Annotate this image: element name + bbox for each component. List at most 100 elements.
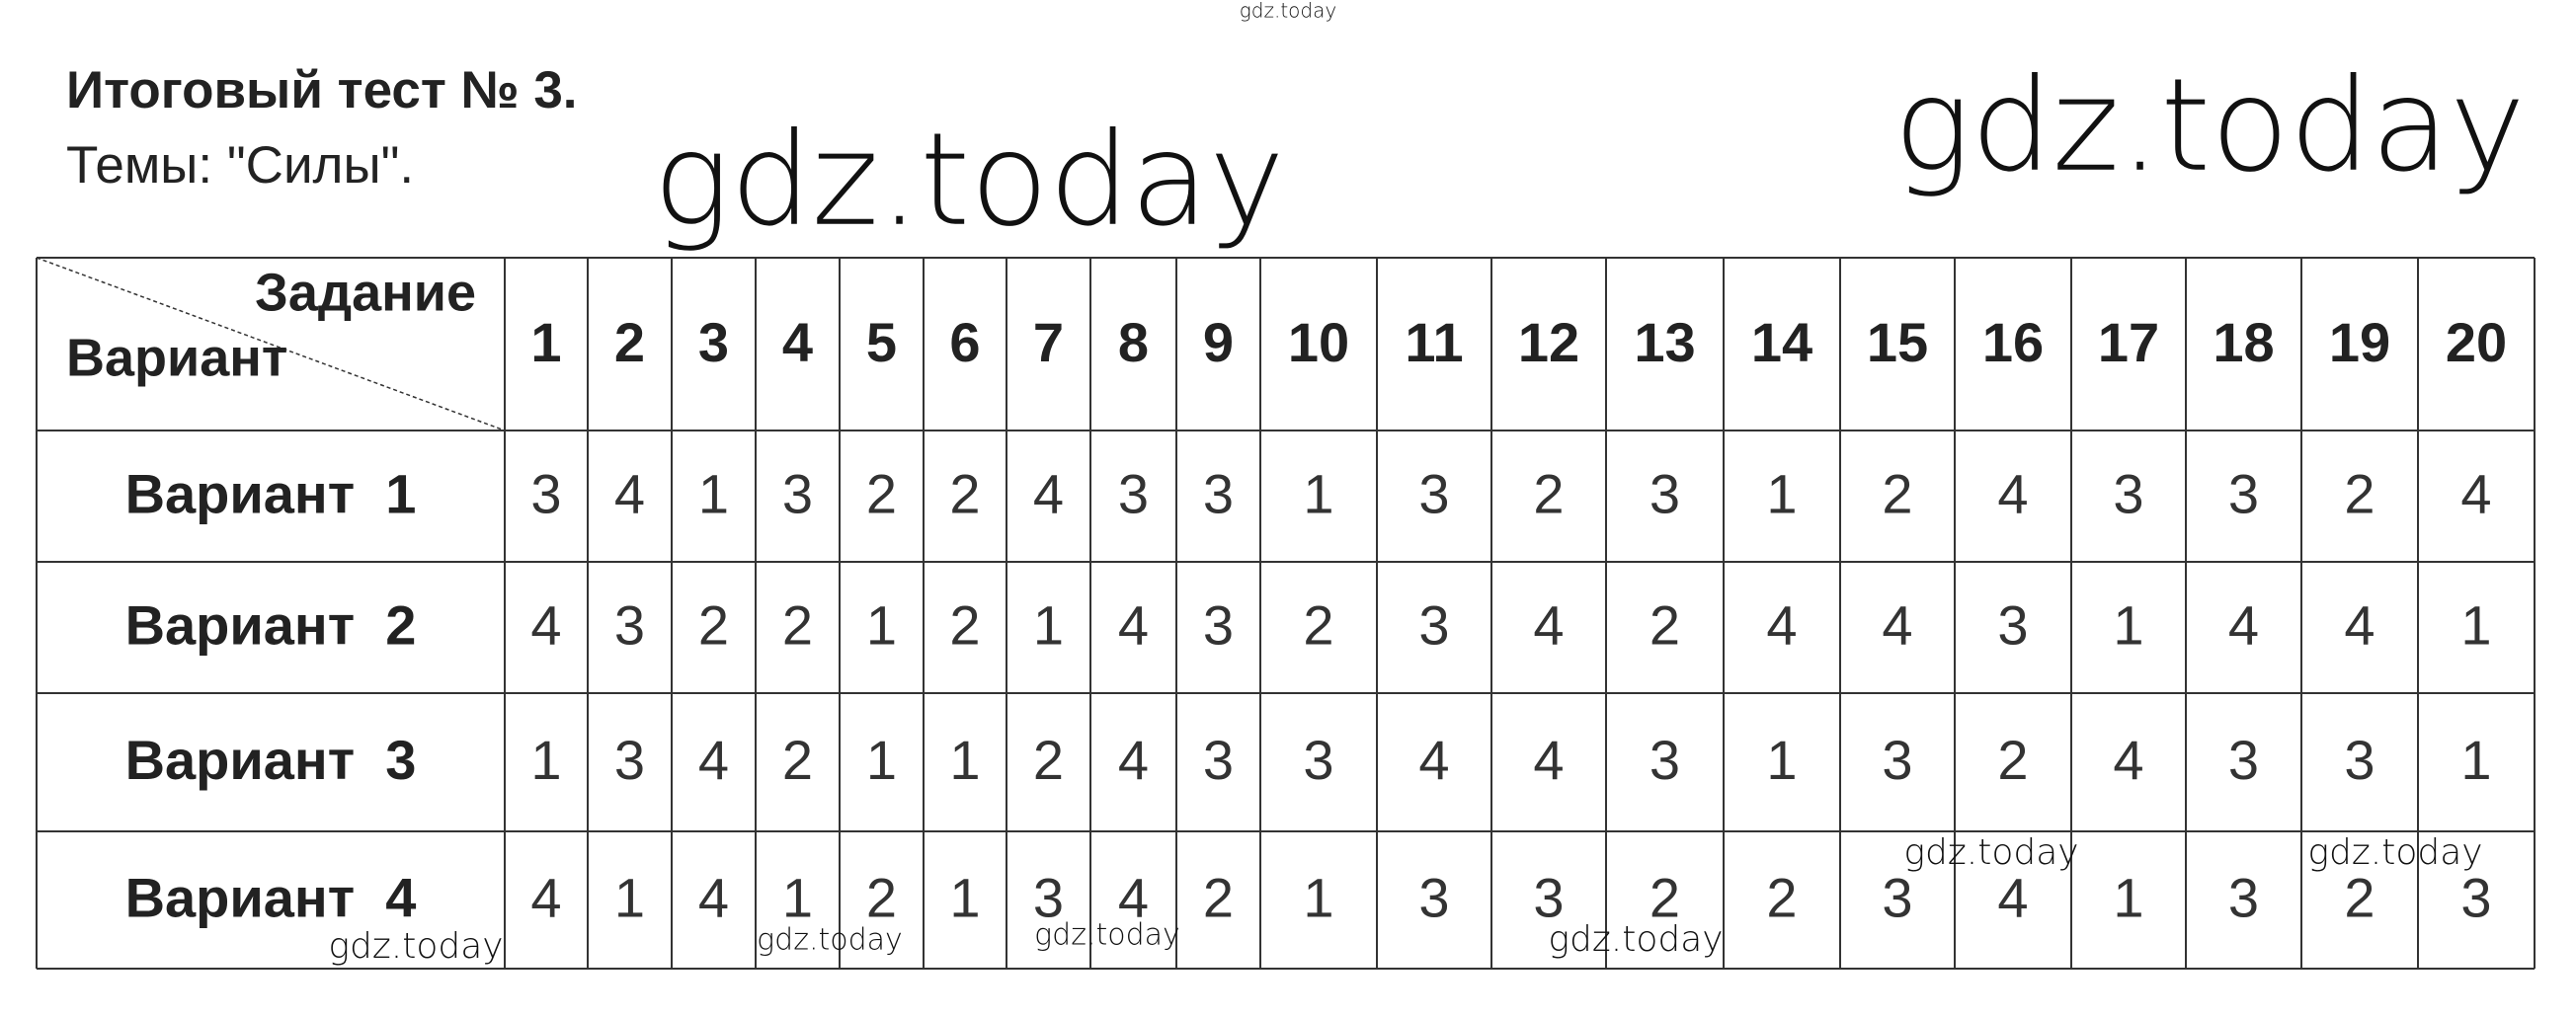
cell-value: 3: [1650, 462, 1680, 524]
cell-value: 1: [782, 866, 813, 928]
cell-value: 4: [2228, 593, 2259, 656]
cell-value: 4: [2460, 462, 2491, 524]
cell-value: 4: [1033, 462, 1064, 524]
column-header: 7: [1033, 311, 1064, 373]
cell-value: 2: [1882, 462, 1912, 524]
cell-value: 4: [1118, 593, 1149, 656]
cell-value: 3: [1882, 729, 1912, 791]
cell-value: 1: [866, 729, 897, 791]
cell-value: 2: [1650, 866, 1680, 928]
cell-value: 2: [2344, 866, 2375, 928]
row-label: Вариант 4: [125, 866, 417, 928]
cell-value: 3: [1203, 593, 1234, 656]
cell-value: 3: [1997, 593, 2028, 656]
cell-value: 1: [1766, 729, 1797, 791]
cell-value: 2: [1203, 866, 1234, 928]
cell-value: 1: [2460, 729, 2491, 791]
corner-diagonal: [36, 257, 506, 431]
watermark: gdz.today: [328, 926, 503, 967]
column-header: 4: [782, 311, 813, 373]
cell-value: 1: [2460, 593, 2491, 656]
cell-value: 4: [1418, 729, 1449, 791]
cell-value: 2: [782, 593, 813, 656]
cell-value: 3: [1533, 866, 1564, 928]
cell-value: 4: [698, 729, 729, 791]
watermark: gdz.today: [653, 105, 1285, 255]
cell-value: 2: [1650, 593, 1680, 656]
cell-value: 2: [866, 462, 897, 524]
cell-value: 1: [1033, 593, 1064, 656]
cell-value: 2: [1766, 866, 1797, 928]
column-header: 9: [1203, 311, 1234, 373]
cell-value: 3: [2460, 866, 2491, 928]
cell-value: 3: [530, 462, 561, 524]
cell-value: 3: [1118, 462, 1149, 524]
cell-value: 3: [614, 593, 645, 656]
cell-value: 4: [1118, 729, 1149, 791]
cell-value: 1: [2113, 593, 2143, 656]
cell-value: 1: [2113, 866, 2143, 928]
cell-value: 3: [2228, 729, 2259, 791]
column-header: 17: [2098, 311, 2159, 373]
column-header: 1: [530, 311, 561, 373]
cell-value: 4: [530, 593, 561, 656]
cell-value: 3: [1303, 729, 1333, 791]
watermark: gdz.today: [1034, 918, 1180, 953]
cell-value: 2: [1303, 593, 1333, 656]
cell-value: 3: [1650, 729, 1680, 791]
cell-value: 3: [1203, 729, 1234, 791]
cell-value: 4: [614, 462, 645, 524]
cell-value: 3: [1033, 866, 1064, 928]
cell-value: 1: [530, 729, 561, 791]
cell-value: 1: [1766, 462, 1797, 524]
column-header: 8: [1118, 311, 1149, 373]
column-header: 3: [698, 311, 729, 373]
cell-value: 1: [698, 462, 729, 524]
watermark: gdz.today: [757, 923, 903, 958]
cell-value: 4: [530, 866, 561, 928]
watermark: gdz.today: [1548, 919, 1723, 960]
cell-value: 2: [782, 729, 813, 791]
cell-value: 3: [1418, 593, 1449, 656]
column-header: 16: [1982, 311, 2044, 373]
cell-value: 1: [949, 866, 980, 928]
cell-value: 4: [1997, 462, 2028, 524]
corner-top: Задание: [255, 263, 476, 322]
corner-bottom: Вариант: [66, 328, 287, 387]
watermark: gdz.today: [2307, 832, 2482, 873]
column-header: 11: [1405, 311, 1463, 373]
column-header: 5: [866, 311, 897, 373]
column-header: 18: [2213, 311, 2274, 373]
cell-value: 3: [2113, 462, 2143, 524]
column-header: 2: [614, 311, 645, 373]
cell-value: 2: [1533, 462, 1564, 524]
cell-value: 3: [782, 462, 813, 524]
title: Итоговый тест № 3.: [66, 61, 578, 119]
cell-value: 1: [949, 729, 980, 791]
column-header: 6: [949, 311, 980, 373]
cell-value: 4: [1766, 593, 1797, 656]
cell-value: 2: [866, 866, 897, 928]
row-label: Вариант 1: [125, 462, 417, 524]
row-label: Вариант 3: [125, 729, 417, 791]
cell-value: 3: [614, 729, 645, 791]
column-header: 20: [2446, 311, 2507, 373]
cell-value: 4: [1533, 729, 1564, 791]
cell-value: 2: [2344, 462, 2375, 524]
column-header: 10: [1288, 311, 1349, 373]
column-header: 19: [2329, 311, 2390, 373]
cell-value: 3: [1882, 866, 1912, 928]
column-header: 14: [1751, 311, 1812, 373]
watermark: gdz.today: [1240, 0, 1336, 23]
cell-value: 3: [2228, 866, 2259, 928]
cell-value: 2: [698, 593, 729, 656]
cell-value: 3: [1203, 462, 1234, 524]
cell-value: 4: [1882, 593, 1912, 656]
column-header: 12: [1518, 311, 1579, 373]
cell-value: 4: [2113, 729, 2143, 791]
cell-value: 1: [1303, 462, 1333, 524]
cell-value: 4: [2344, 593, 2375, 656]
cell-value: 4: [1997, 866, 2028, 928]
